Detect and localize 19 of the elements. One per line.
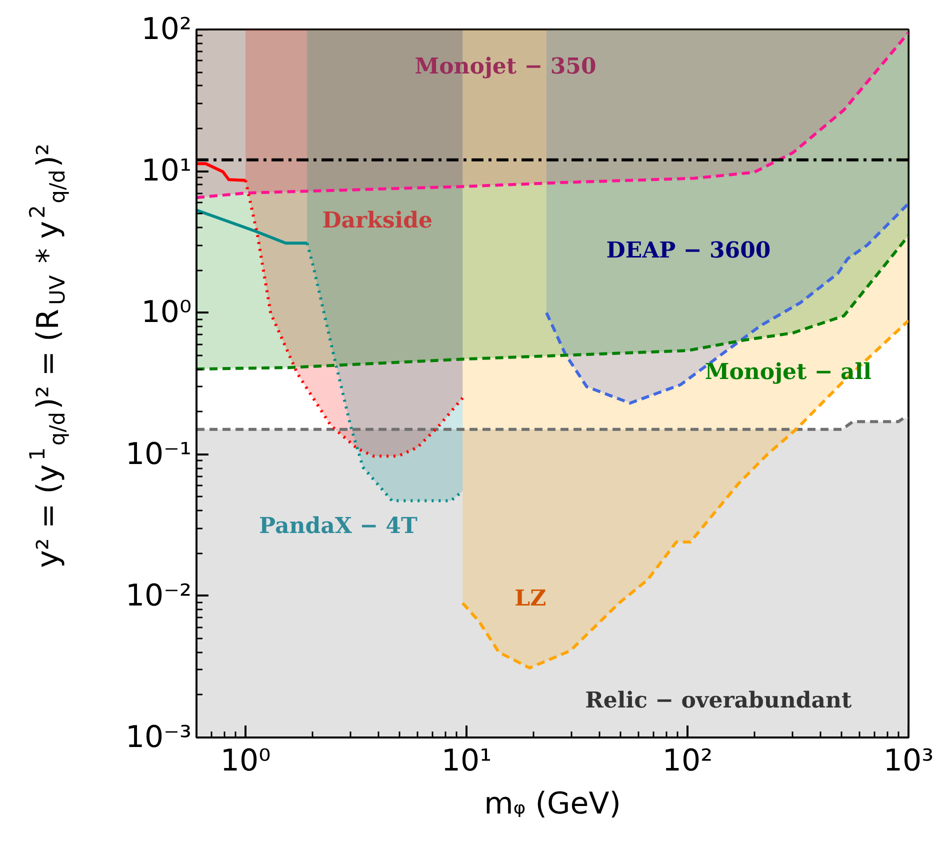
annotation: Darkside — [322, 208, 432, 234]
y-tick-label: 10⁰ — [141, 295, 192, 330]
y-tick-label: 10⁻¹ — [125, 436, 192, 472]
y-tick-label: 10¹ — [141, 154, 192, 189]
annotation: Monojet − 350 — [414, 53, 596, 80]
annotation: Monojet − all — [704, 359, 872, 386]
x-tick-label: 10² — [662, 744, 713, 778]
y-tick-label: 10⁻² — [125, 578, 192, 614]
x-axis-title: mᵩ (GeV) — [484, 786, 621, 822]
annotation: Relic − overabundant — [585, 688, 853, 714]
x-tick-label: 10⁰ — [220, 744, 271, 778]
y-tick-label: 10² — [141, 12, 192, 47]
annotation: PandaX − 4T — [259, 512, 418, 539]
annotation: DEAP − 3600 — [606, 237, 771, 264]
y-tick-label: 10⁻³ — [125, 720, 192, 755]
annotation: LZ — [514, 586, 546, 612]
text: y² = (y1q/d)² = (RUV * y2q/d)² — [26, 143, 70, 568]
x-tick-label: 10³ — [883, 744, 934, 778]
x-tick-label: 10¹ — [441, 744, 492, 778]
